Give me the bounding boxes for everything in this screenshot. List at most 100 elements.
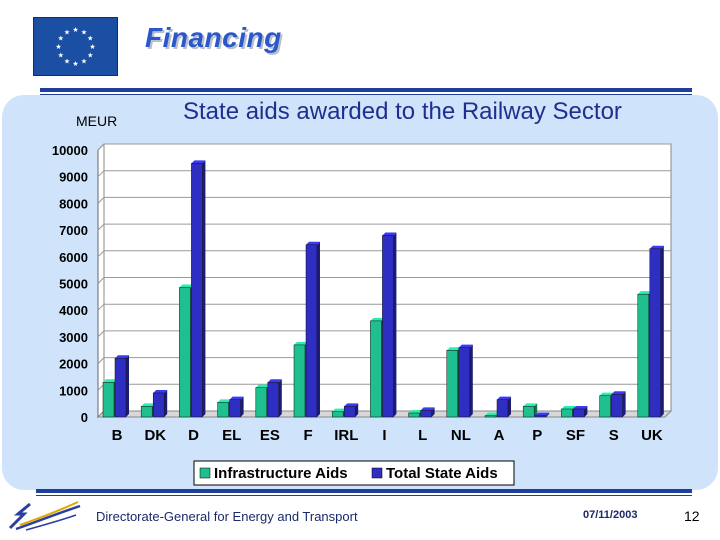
eu-star-icon: ★ — [55, 43, 61, 51]
bar-top — [229, 396, 244, 400]
gridline — [97, 143, 671, 151]
gridline — [97, 277, 671, 284]
bar-total-state-aids-dk — [152, 392, 165, 418]
y-tick-label: 5000 — [59, 277, 88, 292]
eu-star-icon: ★ — [72, 26, 78, 34]
bar-top — [382, 232, 397, 236]
bar-side — [317, 241, 320, 417]
eu-star-icon: ★ — [87, 35, 93, 43]
bar-side — [584, 405, 588, 417]
eu-star-icon: ★ — [72, 60, 78, 68]
y-tick-label: 0 — [81, 410, 88, 425]
y-tick-label: 10000 — [52, 143, 88, 158]
y-tick-label: 1000 — [59, 383, 88, 398]
bar-side — [534, 403, 538, 417]
x-tick-label: DK — [144, 427, 166, 444]
eu-star-icon: ★ — [89, 43, 95, 51]
header-divider — [40, 88, 692, 92]
y-tick-label: 8000 — [59, 196, 88, 211]
x-tick-label: I — [382, 427, 386, 444]
bar-top — [332, 408, 347, 412]
bar-top — [408, 409, 423, 413]
page-number: 12 — [684, 508, 700, 524]
bar-infrastructure-aids-el — [217, 402, 229, 418]
bar-top — [344, 403, 359, 407]
bar-side — [355, 403, 359, 417]
bar-top — [217, 399, 232, 403]
gridline — [97, 250, 671, 258]
bar-infrastructure-aids-nl — [446, 350, 459, 418]
legend-label: Total State Aids — [386, 465, 498, 482]
gridline — [97, 303, 671, 311]
bar-top — [115, 355, 129, 359]
bar-top — [446, 347, 461, 351]
bar-side — [126, 355, 129, 417]
bar-top — [370, 317, 385, 321]
legend-label: Infrastructure Aids — [214, 465, 348, 482]
y-tick-label: 4000 — [59, 303, 88, 318]
bar-top — [420, 407, 435, 411]
bar-infrastructure-aids-uk — [637, 293, 650, 418]
x-tick-label: S — [609, 427, 619, 444]
bar-top — [306, 241, 320, 245]
bar-total-state-aids-f — [305, 244, 318, 418]
bar-side — [622, 391, 626, 417]
eu-star-icon: ★ — [58, 35, 64, 43]
page-title: Financing — [145, 22, 282, 53]
bar-side — [469, 344, 473, 417]
bar-top — [267, 379, 282, 383]
y-tick-label: 7000 — [59, 223, 88, 238]
bar-top — [294, 341, 308, 345]
eu-stars-icon: ★ ★★★★★★★★★★★ — [55, 26, 95, 68]
bar-top — [599, 392, 614, 396]
bar-total-state-aids-es — [267, 382, 280, 418]
legend-swatch — [371, 467, 383, 479]
gridline — [97, 330, 671, 338]
bar-top — [637, 291, 652, 295]
legend-swatch — [199, 467, 211, 479]
bar-top — [179, 284, 194, 288]
eu-star-icon: ★ — [81, 58, 87, 66]
bar-side — [660, 245, 664, 417]
bar-infrastructure-aids-s — [599, 395, 611, 418]
y-tick-label: 6000 — [59, 250, 88, 265]
eu-star-icon: ★ — [87, 52, 93, 60]
bar-infrastructure-aids-a — [484, 415, 497, 418]
bar-total-state-aids-l — [420, 410, 432, 418]
bar-total-state-aids-uk — [649, 248, 662, 418]
eu-star-icon: ★ — [81, 28, 87, 36]
x-tick-label: A — [494, 427, 505, 444]
bar-infrastructure-aids-l — [408, 412, 420, 418]
x-tick-label: ES — [260, 427, 280, 444]
bar-total-state-aids-sf — [573, 408, 585, 418]
bar-total-state-aids-nl — [458, 347, 471, 418]
x-tick-label: F — [304, 427, 313, 444]
bar-side — [202, 160, 206, 417]
y-tick-label: 9000 — [59, 170, 88, 185]
footer-date: 07/11/2003 — [583, 509, 638, 521]
bar-side — [546, 412, 550, 417]
header-divider-thin — [40, 94, 692, 95]
bar-infrastructure-aids-f — [293, 344, 306, 418]
bar-top — [191, 160, 206, 164]
bar-top — [255, 384, 270, 388]
bar-total-state-aids-b — [114, 358, 127, 418]
bar-side — [278, 379, 282, 417]
bar-side — [240, 396, 244, 417]
y-axis-label: MEUR — [76, 113, 118, 129]
footer-divider — [36, 489, 692, 493]
x-tick-label: SF — [566, 427, 585, 444]
bar-total-state-aids-i — [382, 235, 394, 418]
gridline — [97, 196, 671, 204]
x-tick-label: D — [188, 427, 199, 444]
bar-total-state-aids-el — [229, 399, 241, 418]
bar-total-state-aids-d — [191, 163, 203, 418]
bar-infrastructure-aids-sf — [561, 408, 573, 418]
bar-infrastructure-aids-es — [255, 387, 268, 418]
eu-star-icon: ★ — [64, 28, 70, 36]
bar-top — [561, 405, 576, 409]
gridline — [97, 223, 671, 231]
bar-top — [485, 412, 499, 416]
bar-side — [431, 407, 435, 417]
